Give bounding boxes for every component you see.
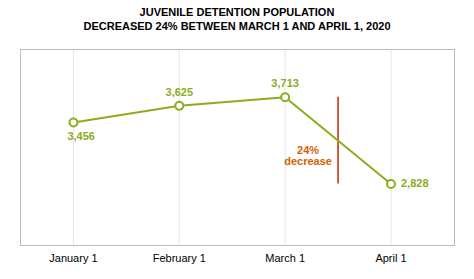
html-text:DECREASED 24% BETWEEN MARCH 1: DECREASED 24% BETWEEN MARCH 1 AND APRIL … <box>83 20 391 32</box>
svg-text:February 1: February 1 <box>153 252 206 264</box>
svg-text:3,625: 3,625 <box>166 86 194 98</box>
svg-text:24%decrease: 24%decrease <box>284 144 332 167</box>
html-text:JUVENILE DETENTION POPULATION: JUVENILE DETENTION POPULATION <box>139 6 335 18</box>
svg-text:3,456: 3,456 <box>67 130 95 142</box>
svg-text:April 1: April 1 <box>375 252 406 264</box>
svg-text:March 1: March 1 <box>265 252 305 264</box>
svg-text:3,713: 3,713 <box>271 77 299 89</box>
svg-text:2,828: 2,828 <box>401 177 429 189</box>
svg-text:January 1: January 1 <box>49 252 97 264</box>
